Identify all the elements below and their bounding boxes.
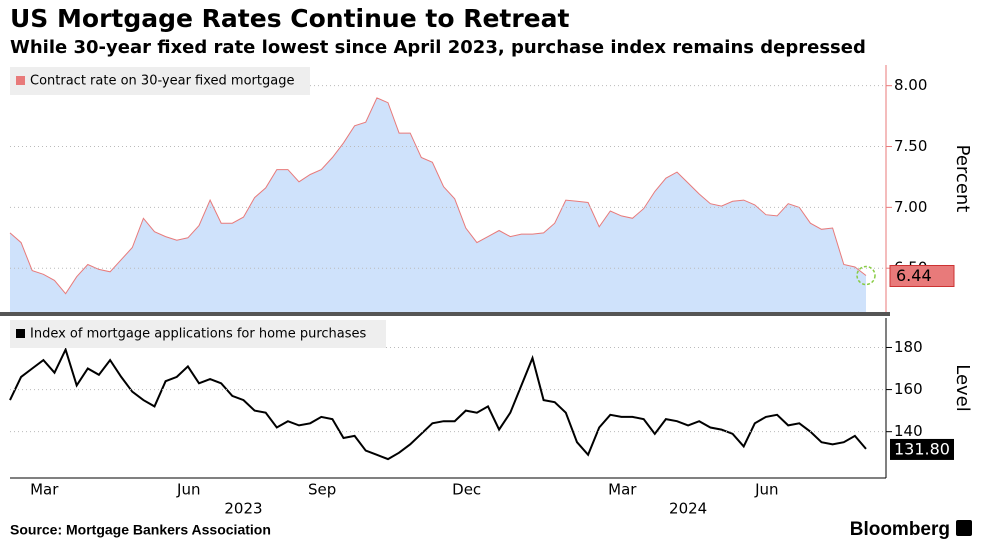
- y-axis-label: Percent: [952, 145, 973, 213]
- x-tick-label: Jun: [176, 481, 200, 499]
- brand: Bloomberg: [850, 519, 950, 540]
- legend-swatch: [16, 329, 25, 338]
- chart-title: US Mortgage Rates Continue to Retreat: [10, 4, 570, 33]
- line: [9, 346, 867, 461]
- value-badge: [889, 264, 955, 287]
- y-tick-label: 8.00: [894, 76, 927, 94]
- legend-label: Index of mortgage applications for home …: [30, 327, 367, 342]
- x-group-label: 2023: [224, 500, 262, 518]
- y-tick-label: 180: [894, 338, 923, 356]
- legend-swatch: [16, 76, 25, 85]
- y-tick-label: 7.50: [894, 137, 927, 155]
- x-tick-label: Jun: [754, 481, 778, 499]
- chart-subtitle: While 30-year fixed rate lowest since Ap…: [10, 37, 866, 58]
- x-tick-label: Mar: [608, 481, 637, 499]
- source: Source: Mortgage Bankers Association: [10, 522, 271, 538]
- value-label: 131.80: [894, 439, 950, 458]
- value-label: 6.44: [896, 266, 932, 285]
- last-point-ring: [856, 265, 876, 286]
- x-group-label: 2024: [669, 500, 707, 518]
- area: [10, 97, 866, 313]
- legend-box: [10, 67, 310, 95]
- legend-box: [10, 320, 386, 348]
- value-badge: [890, 438, 954, 460]
- y-tick-label: 160: [894, 380, 923, 398]
- line: [9, 97, 867, 295]
- panel-divider: [0, 312, 890, 316]
- x-tick-label: Dec: [452, 481, 481, 499]
- x-tick-label: Mar: [30, 481, 59, 499]
- y-axis-label: Level: [952, 364, 973, 412]
- x-tick-label: Sep: [308, 481, 336, 499]
- brand-icon: [956, 520, 972, 536]
- legend-label: Contract rate on 30-year fixed mortgage: [30, 74, 294, 89]
- y-tick-label: 7.00: [894, 198, 927, 216]
- y-tick-label: 140: [894, 422, 923, 440]
